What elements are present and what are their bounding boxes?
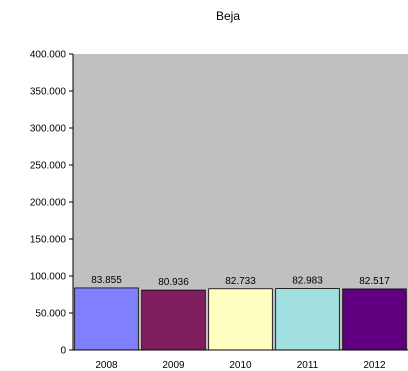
y-tick-label: 250.000 [30,161,67,172]
y-tick-label: 100.000 [30,272,67,283]
bar-2012 [342,288,407,351]
bar-2011 [275,288,340,351]
y-tick-label: 0 [60,346,66,357]
bar-2008 [74,287,139,351]
y-tick-label: 200.000 [30,198,67,209]
data-label: 83.855 [91,275,122,286]
y-tick-label: 350.000 [30,87,67,98]
data-label: 80.936 [158,277,189,288]
y-tick-label: 300.000 [30,124,67,135]
x-tick-label: 2011 [297,360,319,371]
y-tick-label: 50.000 [35,309,66,320]
bar-2009 [141,289,206,351]
x-tick-label: 2008 [95,360,118,371]
data-label: 82.733 [225,276,256,287]
bar-2010 [208,288,273,351]
data-label: 82.517 [359,276,390,287]
chart-title: Beja [216,9,240,23]
x-tick-label: 2010 [229,360,252,371]
x-tick-label: 2012 [363,360,386,371]
data-label: 82.983 [292,276,323,287]
y-tick-label: 150.000 [30,235,67,246]
x-tick-label: 2009 [162,360,185,371]
y-tick-label: 400.000 [30,50,67,61]
